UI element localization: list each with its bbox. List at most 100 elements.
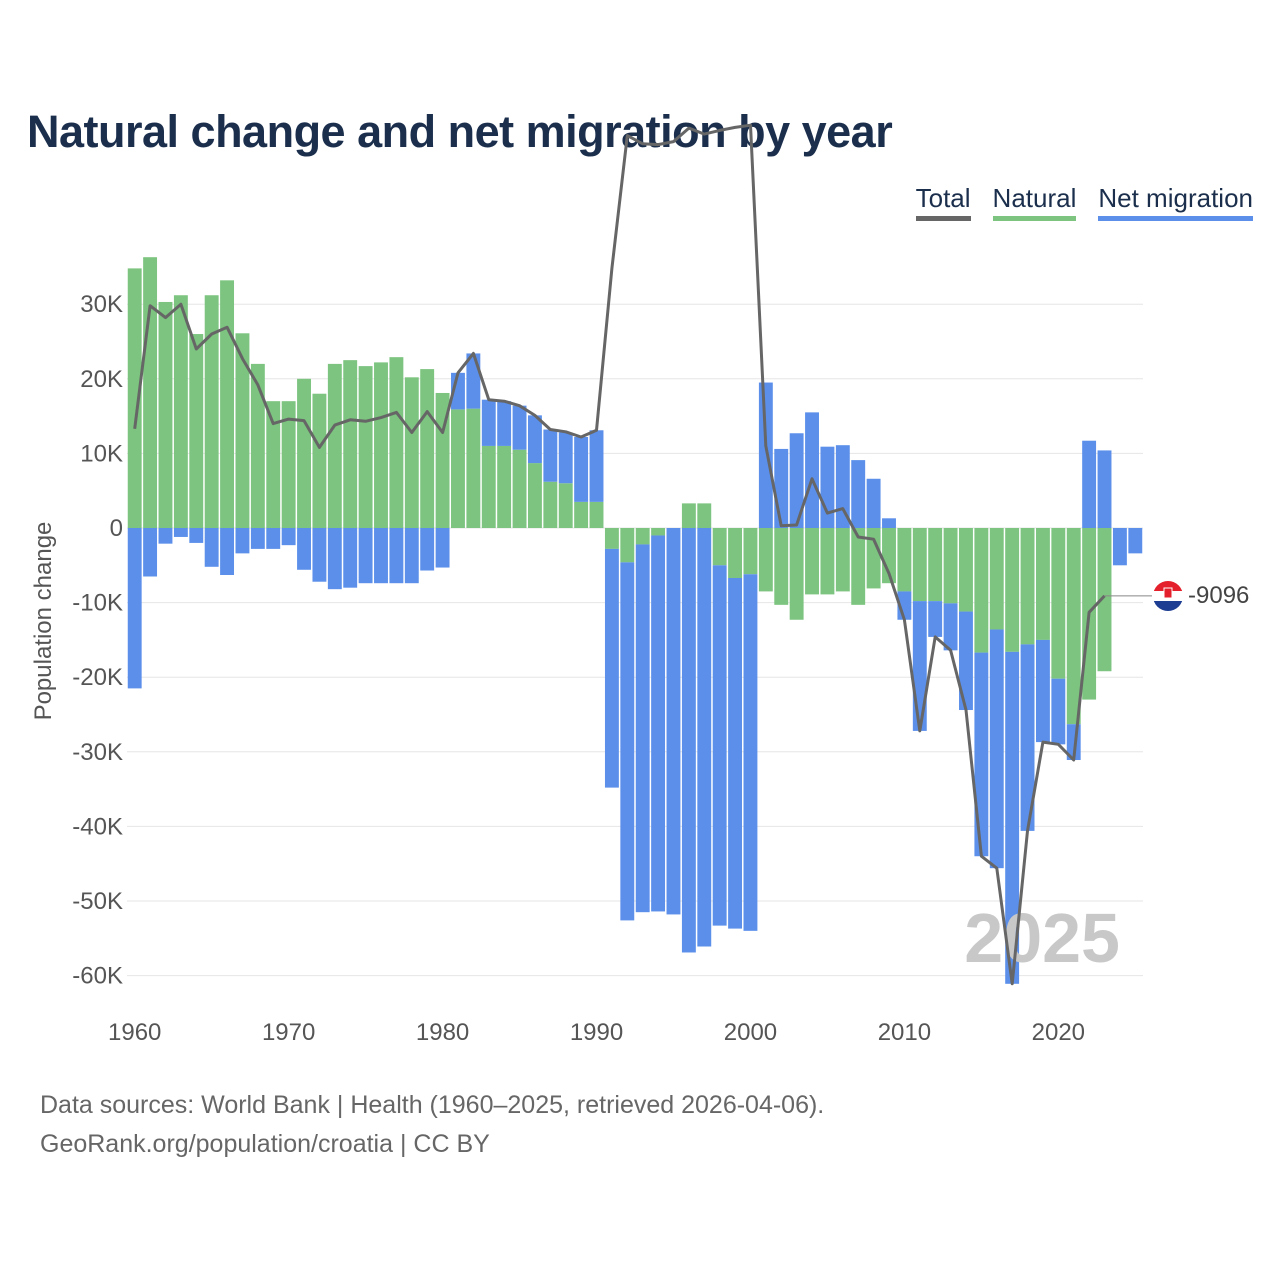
- natural-bar: [266, 401, 281, 528]
- migration-bar: [312, 528, 327, 582]
- x-tick-label: 1960: [108, 1019, 161, 1046]
- natural-bar: [866, 528, 881, 589]
- natural-bar: [497, 445, 512, 528]
- year-watermark: 2025: [964, 899, 1120, 977]
- natural-bar: [635, 528, 650, 545]
- natural-bar: [604, 528, 619, 549]
- migration-bar: [743, 574, 758, 931]
- migration-bar: [604, 548, 619, 788]
- legend-item-net-migration[interactable]: Net migration: [1098, 183, 1253, 221]
- migration-bar: [635, 544, 650, 913]
- natural-bar: [527, 463, 542, 528]
- y-tick-label: -50K: [72, 888, 123, 915]
- natural-bar: [1051, 528, 1066, 679]
- natural-bar: [712, 528, 727, 566]
- migration-bar: [404, 528, 419, 584]
- natural-bar: [481, 445, 496, 528]
- natural-bar: [697, 503, 712, 528]
- legend-item-total[interactable]: Total: [915, 183, 971, 221]
- migration-bar: [882, 518, 896, 528]
- natural-bar: [835, 528, 850, 592]
- natural-bar: [1066, 528, 1081, 725]
- natural-bar: [127, 268, 142, 528]
- migration-bar: [1005, 651, 1020, 984]
- natural-bar: [158, 301, 173, 528]
- migration-bar: [651, 535, 666, 912]
- migration-bar: [712, 565, 727, 926]
- legend-item-natural[interactable]: Natural: [992, 183, 1077, 221]
- migration-bar: [1112, 528, 1127, 566]
- migration-bar: [158, 528, 173, 544]
- y-tick-label: -60K: [72, 963, 123, 990]
- y-tick-label: -20K: [72, 664, 123, 691]
- migration-bar: [543, 429, 558, 482]
- natural-bar: [358, 366, 373, 528]
- y-tick-label: 10K: [80, 440, 123, 467]
- end-value-label: -9096: [1188, 582, 1249, 609]
- x-tick-label: 2010: [878, 1019, 931, 1046]
- natural-bar: [327, 363, 342, 528]
- natural-bar: [620, 528, 635, 563]
- natural-bar: [343, 360, 358, 528]
- natural-bar: [805, 528, 819, 595]
- migration-bar: [789, 433, 804, 528]
- migration-bar: [327, 528, 342, 590]
- natural-bar: [204, 295, 219, 528]
- migration-bar: [774, 448, 789, 528]
- migration-bar: [1097, 450, 1112, 528]
- natural-bar: [943, 528, 958, 604]
- migration-bar: [835, 445, 850, 528]
- migration-bar: [189, 528, 204, 543]
- natural-bar: [512, 449, 527, 528]
- migration-bar: [974, 652, 989, 857]
- natural-bar: [451, 409, 465, 528]
- y-axis-ticks: 30K 20K 10K 0 -10K -20K -30K -40K -50K -60K: [72, 291, 123, 989]
- migration-bar: [343, 528, 358, 588]
- natural-bar: [250, 363, 265, 528]
- natural-bar: [220, 280, 235, 528]
- natural-bar: [959, 528, 973, 612]
- migration-bar: [358, 528, 373, 584]
- natural-bar: [543, 481, 558, 528]
- natural-bar: [1097, 528, 1112, 672]
- migration-bar: [574, 436, 589, 502]
- migration-bar: [374, 528, 388, 584]
- natural-bar: [651, 528, 666, 536]
- legend: Total Natural Net migration: [915, 183, 1253, 221]
- migration-bar: [1020, 644, 1035, 831]
- migration-bar: [820, 446, 835, 528]
- x-axis-ticks: 1960 1970 1980 1990 2000 2010 2020: [108, 1019, 1085, 1046]
- natural-bar: [912, 528, 927, 602]
- natural-bar: [235, 333, 250, 528]
- natural-bar: [1005, 528, 1020, 652]
- migration-bar: [866, 478, 881, 528]
- migration-bar: [435, 528, 450, 568]
- migration-bar: [527, 415, 542, 464]
- chart-title: Natural change and net migration by year: [27, 106, 893, 157]
- migration-bar: [250, 528, 265, 549]
- migration-bar: [420, 528, 435, 571]
- natural-bar: [312, 393, 327, 528]
- migration-bar: [512, 405, 527, 450]
- migration-bar: [851, 460, 866, 528]
- migration-bar: [681, 528, 696, 953]
- migration-bar: [1051, 678, 1066, 745]
- natural-bar: [897, 528, 912, 592]
- x-tick-label: 2020: [1032, 1019, 1085, 1046]
- y-tick-label: -40K: [72, 813, 123, 840]
- migration-bar: [204, 528, 219, 567]
- natural-bar: [743, 528, 758, 575]
- migration-bar: [697, 528, 712, 947]
- migration-bar: [173, 528, 188, 537]
- natural-bar: [974, 528, 989, 653]
- y-tick-label: -30K: [72, 739, 123, 766]
- y-tick-label: 0: [110, 515, 123, 542]
- y-tick-label: 30K: [80, 291, 123, 318]
- migration-bar: [728, 577, 743, 929]
- natural-bar: [728, 528, 743, 578]
- natural-bar: [789, 528, 804, 620]
- natural-bar: [1020, 528, 1035, 645]
- natural-bar: [774, 528, 789, 605]
- natural-bar: [1035, 528, 1050, 640]
